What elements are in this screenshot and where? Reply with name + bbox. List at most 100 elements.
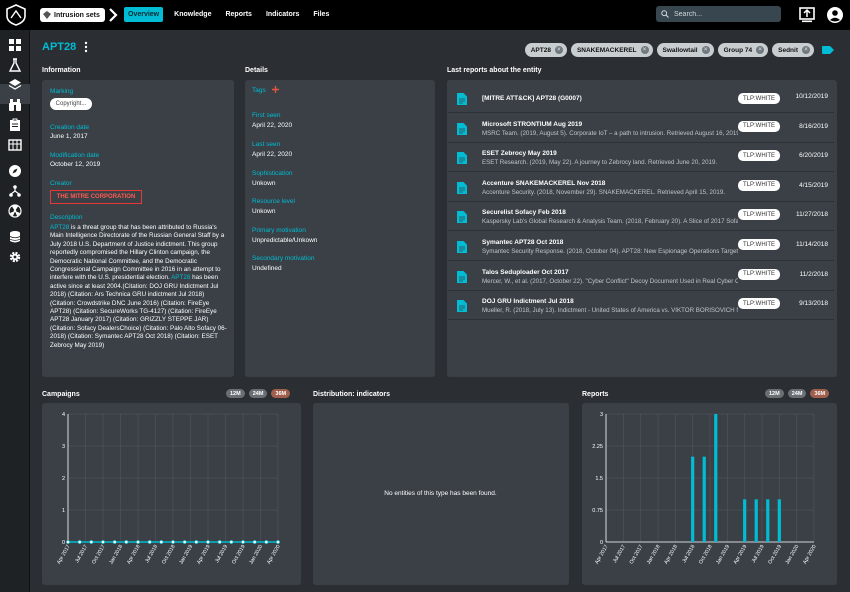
bar xyxy=(743,499,747,542)
period-24m-button[interactable]: 24M xyxy=(787,389,807,398)
y-tick-label: 3 xyxy=(600,412,603,418)
modification-date-label: Modification date xyxy=(50,152,100,159)
sitemap-icon[interactable] xyxy=(8,184,22,198)
y-tick-label: 0 xyxy=(600,540,603,546)
table-icon[interactable] xyxy=(8,138,22,152)
alias-chip[interactable]: APT28 × xyxy=(524,43,567,57)
opencti-logo-icon[interactable] xyxy=(6,4,26,26)
x-tick-label: Apr 2018 xyxy=(663,544,679,565)
x-tick-label: Jan 2020 xyxy=(785,544,801,566)
reports-section-title: Last reports about the entity xyxy=(447,67,542,74)
alias-chips: APT28 × SNAKEMACKEREL × Swallowtail × Group… xyxy=(524,43,814,57)
report-title: Symantec APT28 Oct 2018 xyxy=(482,239,564,246)
remove-alias-icon[interactable]: × xyxy=(701,46,710,54)
data-point xyxy=(206,540,210,544)
add-alias-icon[interactable] xyxy=(822,46,834,54)
remove-alias-icon[interactable]: × xyxy=(640,46,649,54)
tab-reports[interactable]: Reports xyxy=(225,11,252,18)
y-tick-label: 1 xyxy=(62,508,65,514)
tab-indicators[interactable]: Indicators xyxy=(265,11,300,18)
remove-alias-icon[interactable]: × xyxy=(802,46,810,54)
tab-knowledge[interactable]: Knowledge xyxy=(174,11,212,18)
search-input[interactable] xyxy=(674,10,769,18)
report-description: ESET Research. (2019, May 22). A journey… xyxy=(482,159,718,167)
empty-state-message: No entities of this type has been found. xyxy=(384,490,497,497)
binoculars-icon[interactable] xyxy=(8,98,22,112)
tlp-marking-badge: TLP:WHITE xyxy=(738,120,781,132)
data-point xyxy=(147,540,152,544)
alias-chip-label: Group 74 xyxy=(723,46,753,54)
tlp-marking-badge: TLP:WHITE xyxy=(738,93,781,104)
report-title: Accenture SNAKEMACKEREL Nov 2018 xyxy=(482,179,606,187)
report-date: 11/14/2018 xyxy=(795,241,828,248)
description-text: APT28 is a threat group that has been at… xyxy=(50,224,228,350)
campaigns-period-selector: 12M 24M 36M xyxy=(226,389,291,398)
tab-files[interactable]: Files xyxy=(313,11,330,18)
report-title: Microsoft STRONTIUM Aug 2019 xyxy=(482,120,583,128)
clipboard-icon[interactable] xyxy=(8,118,22,132)
report-row[interactable]: [MITRE ATT&CK] APT28 (G0007) TLP:WHITE 10/… xyxy=(448,84,834,113)
data-point xyxy=(159,540,164,544)
data-point xyxy=(171,540,175,544)
report-row[interactable]: ESET Zebrocy May 2019 ESET Research. (201… xyxy=(448,143,834,173)
alias-chip[interactable]: Sednit × xyxy=(772,43,814,57)
description-entity-link[interactable]: APT28 xyxy=(50,224,70,231)
radioactive-icon[interactable] xyxy=(8,204,22,218)
x-tick-label: Jan 2018 xyxy=(108,544,124,566)
x-tick-label: Jan 2019 xyxy=(178,544,194,566)
first-seen-value: April 22, 2020 xyxy=(252,122,293,129)
x-tick-label: Jul 2017 xyxy=(74,544,89,564)
period-24m-button[interactable]: 24M xyxy=(248,389,268,398)
resource-level-value: Unkown xyxy=(252,208,276,215)
data-point xyxy=(194,540,199,544)
report-row[interactable]: Symantec APT28 Oct 2018 Symantec Security… xyxy=(448,232,834,261)
description-entity-link[interactable]: APT28 xyxy=(171,274,191,282)
report-row[interactable]: DOJ GRU Indictment Jul 2018 Mueller, R. (… xyxy=(448,291,834,321)
y-tick-label: 1.5 xyxy=(595,476,603,482)
layers-icon[interactable] xyxy=(8,78,22,92)
breadcrumb[interactable]: Intrusion sets xyxy=(40,8,105,22)
report-description: Symantec Security Response. (2018, Octob… xyxy=(482,248,738,255)
report-description: Accenture Security. (2018, November 29).… xyxy=(482,188,726,196)
report-row[interactable]: Talos Seduploader Oct 2017 Mercer, W., et… xyxy=(448,262,834,291)
report-document-icon xyxy=(457,300,467,313)
description-part-2: has been active since at least 2004.(Cit… xyxy=(50,274,227,349)
secondary-motivation-label: Secondary motivation xyxy=(252,255,315,262)
period-12m-button[interactable]: 12M xyxy=(765,389,784,398)
remove-alias-icon[interactable]: × xyxy=(756,46,765,54)
creator-badge[interactable]: THE MITRE CORPORATION xyxy=(50,190,142,204)
add-tag-icon[interactable] xyxy=(271,85,280,94)
period-12m-button[interactable]: 12M xyxy=(226,389,245,398)
distribution-section-title: Distribution: indicators xyxy=(313,391,390,398)
alias-chip[interactable]: SNAKEMACKEREL × xyxy=(570,43,653,57)
data-point xyxy=(241,540,245,544)
compass-icon[interactable] xyxy=(8,164,22,178)
x-tick-label: Jul 2017 xyxy=(612,544,627,564)
upload-icon[interactable] xyxy=(798,6,816,24)
tab-overview[interactable]: Overview xyxy=(124,7,164,22)
account-icon[interactable] xyxy=(826,6,844,24)
bar xyxy=(777,499,781,542)
modification-date-value: October 12, 2019 xyxy=(50,161,101,168)
dashboard-icon[interactable] xyxy=(8,38,22,52)
database-icon[interactable] xyxy=(8,230,22,244)
bar xyxy=(691,456,695,542)
report-row[interactable]: Microsoft STRONTIUM Aug 2019 MSRC Team. (… xyxy=(448,114,834,143)
alias-chip[interactable]: Group 74 × xyxy=(717,43,769,57)
data-point xyxy=(89,540,94,544)
x-tick-label: Jul 2018 xyxy=(144,544,159,564)
tags-label: Tags xyxy=(252,87,266,94)
remove-alias-icon[interactable]: × xyxy=(554,46,563,54)
report-date: 11/2/2018 xyxy=(799,270,828,278)
period-36m-button[interactable]: 36M xyxy=(271,389,291,398)
gear-icon[interactable] xyxy=(8,250,22,264)
x-tick-label: Apr 2018 xyxy=(126,544,142,565)
more-vertical-icon[interactable] xyxy=(83,41,89,53)
report-document-icon xyxy=(457,122,467,135)
report-row[interactable]: Securelist Sofacy Feb 2018 Kaspersky Lab'… xyxy=(448,202,834,232)
flask-icon[interactable] xyxy=(8,58,22,72)
report-row[interactable]: Accenture SNAKEMACKEREL Nov 2018 Accentur… xyxy=(448,173,834,202)
period-36m-button[interactable]: 36M xyxy=(810,389,830,398)
secondary-motivation-value: Undefined xyxy=(252,265,282,272)
alias-chip[interactable]: Swallowtail × xyxy=(656,43,714,57)
